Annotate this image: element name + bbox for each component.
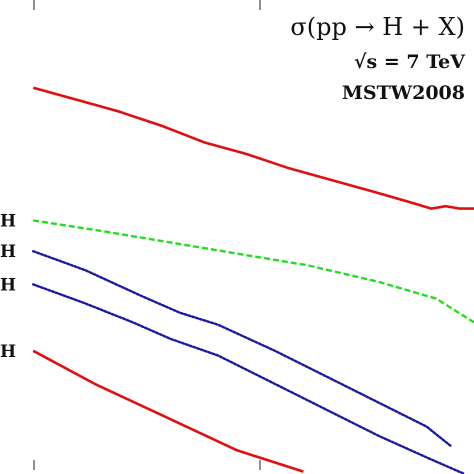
pdf-set-annotation: MSTW2008 [342,82,465,104]
series-line-0 [32,86,474,210]
series-label-4: H [0,342,16,362]
energy-sqrt: √s [354,51,377,73]
energy-annotation: √s = 7 TeV [354,51,466,73]
energy-value: = 7 TeV [377,51,466,73]
series-line-3 [32,283,466,474]
series-label-2: H [0,242,16,262]
series-line-1 [33,219,474,324]
plot-frame [33,0,261,470]
series-label-3: H [0,275,16,295]
process-annotation: σ(pp → H + X) [290,13,465,41]
series-layer [32,86,474,474]
annotation-box: σ(pp → H + X) √s = 7 TeV MSTW2008 [290,13,466,104]
series-line-2 [32,249,452,447]
series-line-4 [32,349,304,473]
series-label-1: H [0,211,16,231]
